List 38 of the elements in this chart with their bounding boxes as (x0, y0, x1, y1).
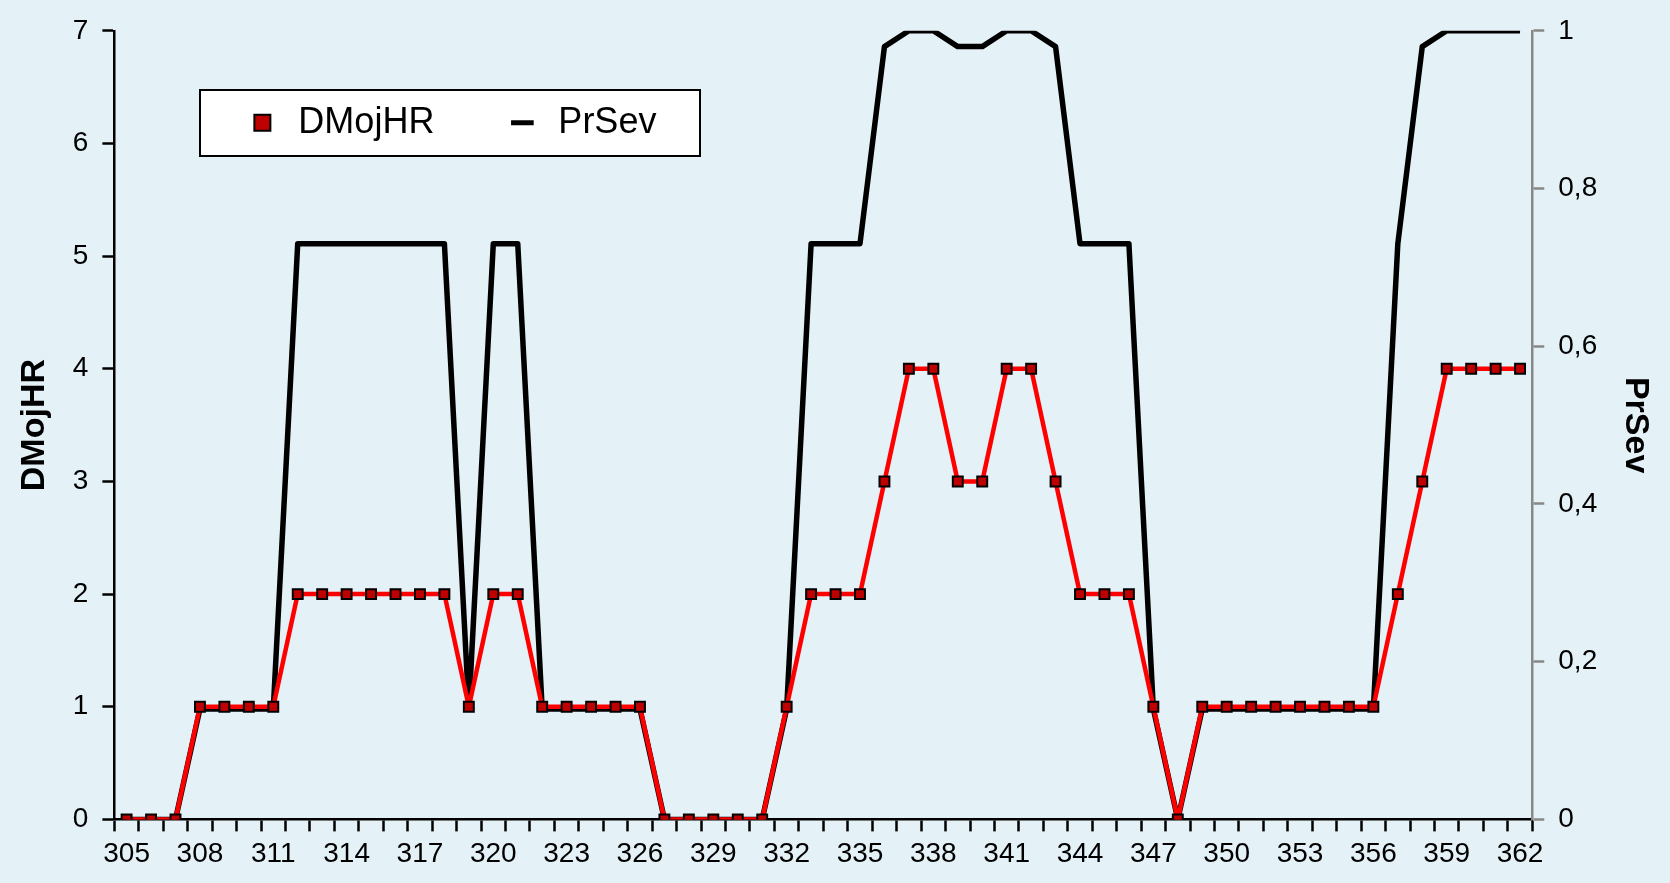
x-tick-label: 323 (543, 836, 590, 868)
x-tick-label: 338 (909, 836, 957, 868)
y-tick-label: 6 (72, 126, 89, 158)
x-tick-label: 320 (469, 836, 517, 868)
x-tick-label: 353 (1276, 836, 1324, 868)
x-tick-label: 332 (763, 836, 811, 868)
y-tick-label: 1 (72, 689, 89, 721)
x-tick-label: 311 (250, 836, 296, 868)
y2-tick-label: 1 (1558, 13, 1574, 45)
x-tick-label: 326 (616, 836, 664, 868)
y-tick-label: 5 (72, 238, 89, 270)
legend-label: PrSev (558, 99, 657, 141)
legend-label: DMojHR (298, 99, 435, 141)
y-tick-label: 2 (72, 576, 89, 608)
y-axis-title: DMojHR (12, 359, 51, 492)
y-tick-label: 3 (72, 464, 89, 496)
y2-tick-label: 0,4 (1558, 486, 1598, 518)
y-tick-label: 0 (72, 802, 89, 834)
x-tick-label: 347 (1129, 836, 1177, 868)
x-tick-label: 335 (836, 836, 884, 868)
x-tick-label: 329 (689, 836, 737, 868)
x-tick-label: 314 (323, 836, 370, 868)
y2-tick-label: 0,8 (1558, 171, 1598, 203)
y-tick-label: 4 (72, 351, 89, 383)
y-tick-label: 7 (72, 13, 89, 45)
x-tick-label: 308 (176, 836, 224, 868)
x-tick-label: 359 (1423, 836, 1471, 868)
x-tick-label: 350 (1203, 836, 1251, 868)
y2-tick-label: 0,2 (1558, 644, 1598, 676)
x-tick-label: 356 (1350, 836, 1397, 868)
x-tick-label: 344 (1056, 836, 1104, 868)
x-tick-label: 362 (1496, 836, 1544, 868)
x-tick-label: 341 (983, 836, 1031, 868)
y2-tick-label: 0,6 (1558, 328, 1598, 360)
x-tick-label: 305 (103, 836, 150, 868)
y2-axis-title: PrSev (1619, 376, 1658, 474)
y2-tick-label: 0 (1558, 802, 1574, 834)
x-tick-label: 317 (396, 836, 444, 868)
